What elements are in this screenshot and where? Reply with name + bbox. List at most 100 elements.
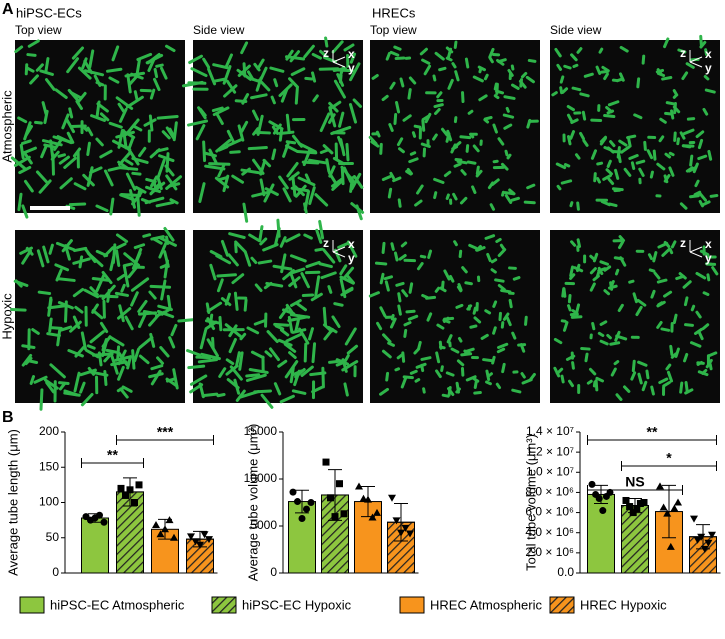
vessel: [419, 342, 421, 348]
vessel: [585, 74, 592, 76]
vessel: [429, 251, 431, 257]
axis-icon-label: x: [348, 47, 355, 61]
vessel: [423, 295, 428, 297]
vessel: [507, 108, 508, 111]
vessel: [70, 109, 72, 117]
significance-label: **: [107, 447, 118, 463]
vessel: [615, 258, 622, 259]
vessel: [21, 145, 23, 157]
vessel: [466, 59, 467, 67]
vessel: [313, 73, 315, 81]
vessel: [572, 317, 581, 318]
legend-swatch: [400, 597, 424, 613]
vessel: [652, 387, 654, 394]
vessel: [395, 47, 400, 49]
vessel: [467, 146, 468, 152]
point: [323, 459, 330, 466]
vessel: [506, 151, 507, 155]
vessel: [329, 287, 331, 293]
vessel: [595, 174, 596, 181]
vessel: [645, 142, 646, 149]
axis-icon-label: x: [705, 47, 712, 61]
vessel: [578, 203, 579, 209]
vessel: [275, 80, 277, 86]
vessel: [497, 384, 499, 387]
vessel: [50, 319, 51, 331]
vessel: [60, 383, 69, 384]
vessel: [670, 153, 673, 154]
vessel: [305, 344, 306, 361]
point: [589, 481, 596, 488]
vessel: [168, 296, 170, 308]
vessel: [598, 179, 600, 183]
vessel: [565, 66, 570, 68]
vessel: [151, 286, 169, 287]
y-axis-label: Average tube length (μm): [5, 429, 20, 576]
vessel: [562, 376, 563, 382]
vessel: [486, 311, 490, 313]
vessel: [247, 375, 259, 376]
vessel: [654, 253, 656, 261]
vessel: [688, 119, 693, 120]
vessel: [97, 102, 99, 117]
point: [127, 486, 134, 493]
vessel: [50, 300, 52, 309]
vessel: [558, 186, 560, 188]
vessel: [599, 333, 603, 335]
group-label: HRECs: [372, 5, 416, 20]
vessel: [445, 318, 453, 319]
y-tick-label: 0: [52, 565, 59, 579]
vessel: [569, 306, 571, 310]
vessel: [637, 161, 644, 163]
vessel: [709, 151, 711, 159]
vessel: [405, 323, 410, 325]
point: [660, 504, 668, 511]
vessel: [335, 304, 342, 306]
vessel: [235, 293, 237, 309]
y-tick-label: 50: [46, 530, 60, 544]
vessel: [514, 278, 519, 280]
vessel: [503, 364, 505, 371]
vessel: [245, 300, 246, 310]
vessel: [649, 255, 651, 259]
vessel: [135, 92, 137, 100]
y-tick-label: 1.2 × 10⁷: [526, 444, 574, 458]
y-tick-label: 150: [39, 459, 59, 473]
vessel: [513, 390, 520, 392]
vessel: [681, 383, 682, 392]
vessel: [654, 151, 655, 159]
vessel: [677, 276, 684, 278]
point: [136, 481, 143, 488]
vessel: [643, 56, 644, 63]
vessel: [528, 120, 530, 127]
vessel: [608, 161, 610, 166]
vessel: [617, 79, 622, 81]
point: [623, 497, 630, 504]
vessel: [458, 161, 466, 162]
vessel: [663, 78, 671, 80]
axis-icon-label: z: [680, 46, 686, 60]
vessel: [502, 290, 510, 291]
y-tick-label: 0.0: [557, 565, 574, 579]
vessel: [316, 249, 322, 250]
vessel: [440, 68, 445, 69]
row-label: Atmospheric: [0, 90, 14, 163]
vessel: [495, 96, 498, 98]
point: [641, 499, 648, 506]
vessel: [494, 302, 496, 307]
vessel: [529, 60, 535, 61]
vessel: [113, 245, 114, 263]
vessel: [327, 160, 329, 172]
panel-label: B: [2, 409, 14, 426]
vessel: [487, 382, 491, 384]
vessel: [685, 298, 687, 305]
vessel: [586, 354, 587, 361]
vessel: [321, 150, 327, 152]
vessel: [111, 199, 113, 214]
vessel: [403, 353, 404, 361]
vessel: [696, 181, 698, 185]
vessel: [409, 90, 410, 99]
y-tick-label: 15000: [244, 424, 278, 438]
vessel: [630, 281, 633, 282]
